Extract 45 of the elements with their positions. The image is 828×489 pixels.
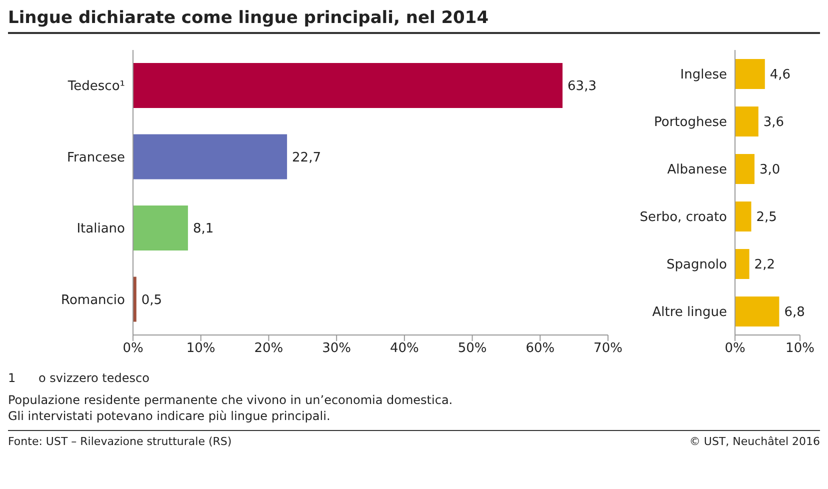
text: Populazione residente permanente che vivono in un’economia domestica. (8, 392, 454, 408)
bar (133, 134, 288, 180)
y-tick-label: Romancio (61, 292, 126, 308)
y-tick-label: Inglese (680, 67, 727, 82)
y-tick-label: Spagnolo (666, 257, 728, 272)
bar (133, 63, 563, 108)
x-tick-label: 10% (786, 341, 814, 356)
bar (735, 154, 754, 184)
data-label: 3,6 (763, 115, 784, 130)
bar (735, 59, 765, 89)
text: © UST, Neuchâtel 2016 (689, 434, 820, 450)
bar (735, 202, 752, 232)
x-tick-label: 60% (526, 341, 555, 356)
x-tick-label: 30% (322, 341, 352, 356)
source-note: Fonte: UST – Rilevazione strutturale (RS) (8, 434, 232, 450)
text: 1 o svizzero tedesco (8, 370, 150, 386)
data-label: 8,1 (192, 222, 214, 237)
bar (735, 106, 758, 136)
y-tick-label: Albanese (667, 162, 727, 178)
y-tick-label: Altre lingue (652, 304, 727, 320)
chart-title: Lingue dichiarate come lingue principali, nel 2014 (8, 8, 820, 34)
x-tick-label: 10% (186, 341, 216, 356)
data-label: 2,2 (754, 258, 775, 273)
data-label: 6,8 (784, 305, 805, 320)
bar (735, 296, 780, 326)
y-tick-label: Serbo, croato (640, 210, 728, 225)
x-tick-label: 40% (390, 341, 419, 356)
x-tick-label: 50% (458, 341, 487, 356)
data-label: 63,3 (568, 79, 596, 94)
text: Gli intervistati potevano indicare più lingue principali. (8, 408, 332, 424)
data-label: 22,7 (292, 150, 321, 166)
x-tick-label: 0% (122, 341, 144, 356)
y-tick-label: Francese (67, 150, 125, 166)
y-tick-label: Italiano (76, 222, 126, 237)
x-tick-label: 70% (594, 341, 622, 356)
y-tick-label: Portoghese (654, 114, 727, 130)
data-label: 3,0 (760, 162, 780, 178)
bar (133, 206, 188, 250)
bar (735, 249, 750, 279)
data-label: 2,5 (756, 210, 777, 226)
data-label: 0,5 (141, 292, 162, 308)
x-tick-label: 0% (724, 341, 746, 356)
data-label: 4,6 (770, 68, 791, 83)
y-tick-label: Tedesco¹ (66, 79, 125, 94)
x-tick-label: 20% (254, 341, 284, 356)
